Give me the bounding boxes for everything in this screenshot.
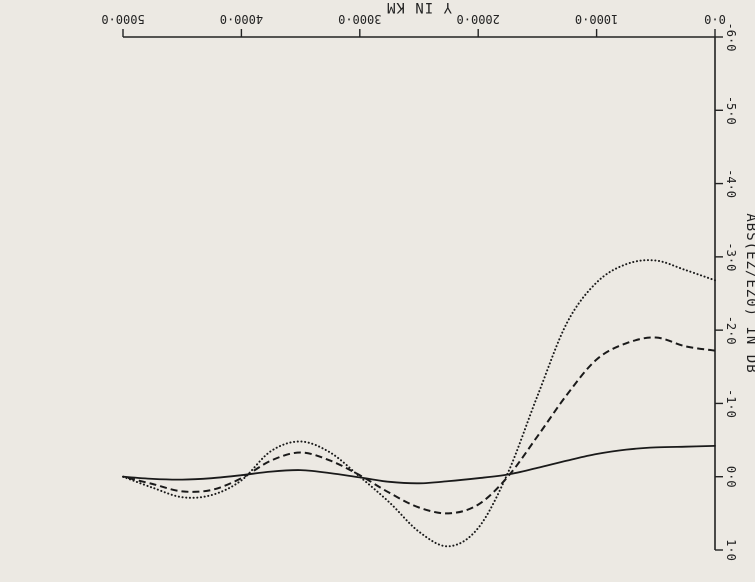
y-tick-label: -1·0 [724, 389, 738, 418]
rotated-plot-group: 0·01000·02000·03000·04000·05000·01·00·0-… [101, 0, 755, 561]
series-layer [122, 259, 716, 548]
x-tick-label: 0·0 [704, 12, 726, 26]
labels: Y IN KM ABS(EZ/EZ0) IN DB [386, 0, 755, 374]
y-tick-label: -5·0 [724, 96, 738, 125]
series-line-solid [122, 445, 716, 485]
y-tick-label: -6·0 [724, 23, 738, 52]
y-axis-title: ABS(EZ/EZ0) IN DB [743, 213, 755, 373]
y-tick-label: 1·0 [724, 539, 738, 561]
series-line-dashed [122, 336, 716, 515]
y-tick-label: -3·0 [724, 242, 738, 271]
series-line-dotted [122, 259, 716, 548]
y-tick-label: -4·0 [724, 169, 738, 198]
x-tick-label: 3000·0 [338, 12, 381, 26]
x-tick-label: 4000·0 [220, 12, 263, 26]
axes: 0·01000·02000·03000·04000·05000·01·00·0-… [101, 12, 738, 561]
y-tick-label: -2·0 [724, 316, 738, 345]
x-axis-title: Y IN KM [386, 0, 452, 15]
y-tick-label: 0·0 [724, 466, 738, 488]
x-tick-label: 2000·0 [457, 12, 500, 26]
x-tick-label: 1000·0 [575, 12, 618, 26]
x-tick-label: 5000·0 [101, 12, 144, 26]
